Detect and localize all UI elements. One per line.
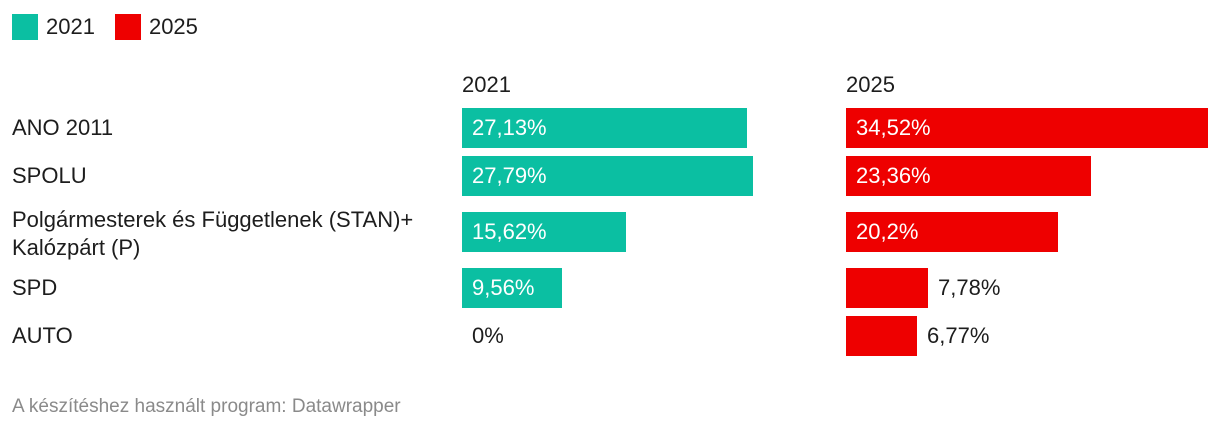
- legend-swatch-2025: [114, 14, 141, 40]
- data-label-2025: 6,77%: [927, 323, 990, 348]
- bar-2021: [462, 212, 626, 252]
- credit-footer: A készítéshez használt program: Datawrap…: [12, 396, 401, 417]
- legend-item-2021: 2021: [12, 14, 95, 40]
- data-label-2025: 34,52%: [856, 115, 931, 140]
- row-label: SPOLU: [12, 163, 87, 188]
- bar-2021: [462, 156, 753, 196]
- data-label-2025: 7,78%: [938, 275, 1001, 300]
- bar-2025: [846, 156, 1091, 196]
- legend-swatch-2021: [12, 14, 38, 40]
- data-label-2025: 23,36%: [856, 163, 931, 188]
- data-label-2021: 9,56%: [472, 275, 535, 300]
- data-label-2021: 0%: [472, 323, 504, 348]
- legend-label-2021: 2021: [46, 14, 95, 39]
- bar-2021: [462, 108, 747, 148]
- row-label: Polgármesterek és Függetlenek (STAN)+ Ka…: [12, 207, 414, 260]
- row-label: ANO 2011: [12, 115, 114, 140]
- column-title-2021: 2021: [462, 72, 511, 97]
- legend-item-2025: 2025: [114, 14, 198, 40]
- column-title-2025: 2025: [846, 72, 895, 97]
- legend: 2021 2025: [12, 14, 218, 40]
- bar-2021: [462, 268, 562, 308]
- bar-2025: [846, 212, 1058, 252]
- data-label-2021: 27,13%: [472, 115, 547, 140]
- bar-2025: [846, 108, 1208, 148]
- data-label-2021: 15,62%: [472, 219, 547, 244]
- legend-label-2025: 2025: [148, 14, 198, 39]
- bar-2025: [846, 268, 928, 308]
- bar-2025: [846, 316, 917, 356]
- row-label: SPD: [12, 275, 58, 300]
- row-label: AUTO: [12, 323, 73, 348]
- data-label-2021: 27,79%: [472, 163, 547, 188]
- data-label-2025: 20,2%: [856, 219, 919, 244]
